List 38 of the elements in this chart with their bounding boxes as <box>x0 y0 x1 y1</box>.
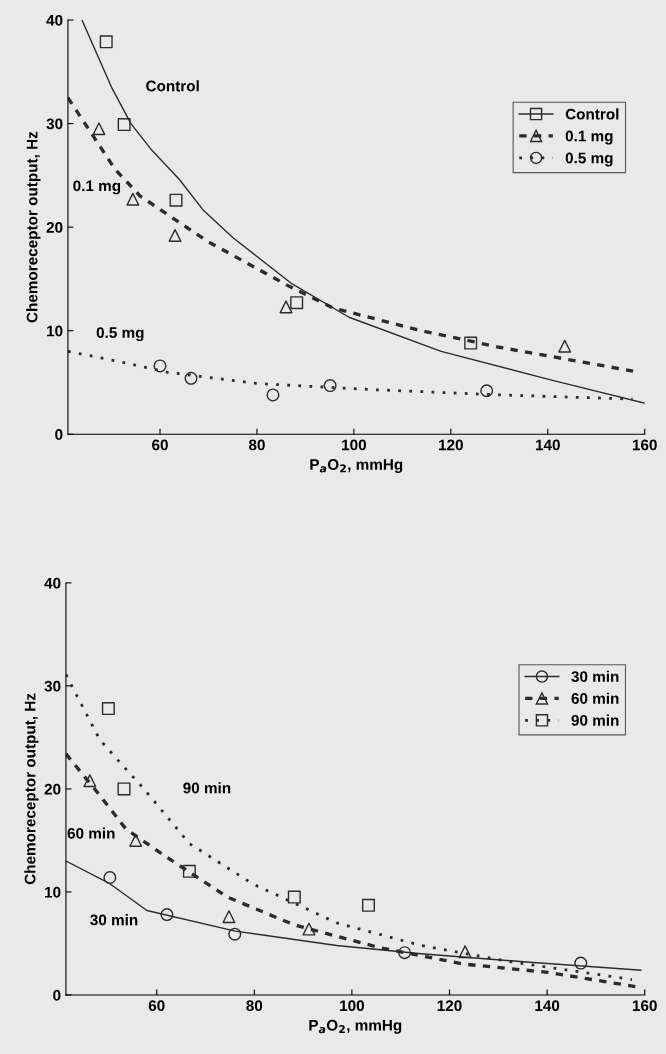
y-tick-label: 10 <box>45 886 61 898</box>
y-tick-label: 30 <box>44 680 61 692</box>
x-tick-label: 80 <box>248 439 265 451</box>
x-tick-label: 100 <box>342 439 367 451</box>
x-tick-label: 60 <box>152 439 168 451</box>
x-tick-label: 140 <box>535 1000 560 1012</box>
annotation: 0.1 mg <box>73 180 121 195</box>
y-tick-label: 40 <box>44 577 61 589</box>
annotation: 90 min <box>183 782 231 794</box>
legend-label: Control <box>565 108 619 120</box>
annotation: Control <box>146 80 199 92</box>
annotation: 30 min <box>90 914 138 926</box>
y-tick-label: 40 <box>46 14 63 26</box>
y-tick-label: 0 <box>53 989 61 1001</box>
y-axis-title: Chemoreceptor output, Hz <box>26 131 41 323</box>
y-tick-label: 20 <box>46 222 63 233</box>
legend-label: 0.5 mg <box>565 152 613 167</box>
x-tick-label: 80 <box>246 1000 263 1012</box>
legend-label: 90 min <box>571 714 619 726</box>
legend-label: 60 min <box>571 692 619 704</box>
x-tick-label: 160 <box>632 439 657 451</box>
x-tick-label: 140 <box>535 439 560 451</box>
y-tick-label: 30 <box>46 118 63 130</box>
y-tick-label: 0 <box>55 429 63 440</box>
legend-label: 0.1 mg <box>565 130 613 145</box>
x-tick-label: 120 <box>439 439 463 451</box>
y-tick-label: 20 <box>44 783 61 795</box>
x-tick-label: 100 <box>340 1000 365 1012</box>
y-axis-title: Chemoreceptor output, Hz <box>24 693 39 885</box>
annotation: 0.5 mg <box>96 327 144 342</box>
x-tick-label: 60 <box>148 1000 165 1012</box>
y-tick-label: 10 <box>47 325 63 337</box>
legend-label: 30 min <box>571 670 619 683</box>
x-tick-label: 160 <box>632 1000 657 1012</box>
x-axis-title: P$_{a}$O$_{2}$, mmHg <box>310 459 403 473</box>
x-axis-title: P$_{a}$O$_{2}$, mmHg <box>309 1019 402 1034</box>
x-tick-label: 120 <box>437 1000 462 1012</box>
annotation: 60 min <box>67 827 115 839</box>
